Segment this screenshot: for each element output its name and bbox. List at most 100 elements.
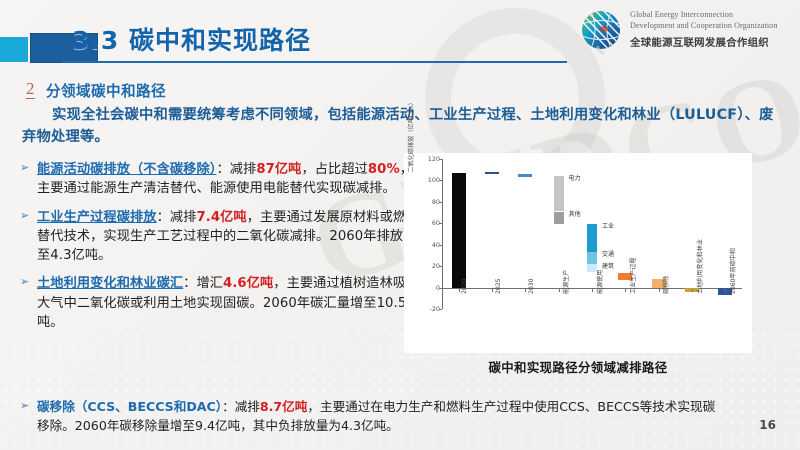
bullet-segment: ：减排 xyxy=(222,399,260,414)
bullet-segment: 80% xyxy=(367,162,400,177)
y-tick-label: 80 xyxy=(431,197,440,206)
bullet-segment: ，主要通过植树造林吸收大气中二氧化碳或利用土地实现固碳。2060年碳汇量增至10… xyxy=(37,276,420,330)
x-tick-mark xyxy=(658,288,660,292)
logo-text-block: Global Energy Interconnection Developmen… xyxy=(630,9,794,49)
chart-segment-label: 工业 xyxy=(602,223,615,231)
x-tick-label: 能源使用 xyxy=(596,269,604,294)
x-tick-mark xyxy=(592,288,593,292)
x-tick-label: 能源生产 xyxy=(563,269,571,294)
bullet-segment: ，占比超过 xyxy=(301,162,368,177)
bullet-segment: 碳移除（CCS、BECCS和DAC） xyxy=(37,399,223,414)
y-tick-mark xyxy=(439,244,442,246)
y-tick-label: 0 xyxy=(435,283,440,292)
bullet-arrow-icon: ➢ xyxy=(20,399,30,412)
waterfall-chart: 二氧化碳排放（亿吨CO₂） -20 0 20 40 60 80 100 120 2020 202… xyxy=(404,99,752,353)
y-tick-label: 20 xyxy=(431,262,440,271)
x-tick-label: 2060年前碳中和 xyxy=(729,247,737,294)
globe-icon xyxy=(578,9,624,56)
bullet-segment: 87亿吨 xyxy=(256,162,302,177)
y-tick-label: 120 xyxy=(427,155,440,163)
chart-bar-segment xyxy=(551,176,566,212)
y-tick-label: 40 xyxy=(431,240,440,249)
bullet-arrow-icon: ➢ xyxy=(20,208,30,222)
title-underline xyxy=(62,61,567,63)
chart-bar-segment xyxy=(585,264,599,272)
bullet-segment: 8.7亿吨 xyxy=(259,399,308,414)
chart-zero-axis-line xyxy=(442,287,742,289)
bullet-arrow-icon: ➢ xyxy=(20,275,30,289)
y-tick-label: -20 xyxy=(429,305,440,313)
section-heading: 分领域碳中和路径 xyxy=(46,83,166,100)
chart-y-axis-ticks: -20 0 20 40 60 80 100 120 xyxy=(414,155,440,313)
y-tick-label: 100 xyxy=(427,176,440,185)
y-tick-mark xyxy=(439,223,442,225)
chart-segment-label: 建筑 xyxy=(602,263,615,270)
section-intro-paragraph: 实现全社会碳中和需要统筹考虑不同领域，包括能源活动、工业生产过程、土地利用变化和… xyxy=(22,107,774,146)
bullet-item-2: ➢ 土地利用变化和林业碳汇：增汇4.6亿吨，主要通过植树造林吸收大气中二氧化碳或利… xyxy=(20,274,420,332)
chart-segment-label: 其他 xyxy=(568,210,581,218)
chart-bar-segment xyxy=(585,252,599,264)
chart-plot-area: 2020 2025 2030 电力其他能源生产 工业交通建筑 能源使用 工业生产过程 碳移除 土… xyxy=(439,159,742,310)
bullet-segment: 能源活动碳排放（不含碳移除） xyxy=(37,162,217,177)
chart-bar xyxy=(651,279,666,288)
bullet-text: 土地利用变化和林业碳汇：增汇4.6亿吨，主要通过植树造林吸收大气中二氧化碳或利用… xyxy=(37,274,420,332)
x-tick-label: 工业生产过程 xyxy=(629,257,637,294)
bullet-list: ➢ 能源活动碳排放（不含碳移除）：减排87亿吨，占比超过80%，主要通过能源生产清… xyxy=(20,160,420,341)
section-number: 2 xyxy=(26,79,35,99)
page-title: 3.3 碳中和实现路径 xyxy=(72,26,311,55)
chart-segment-label: 交通 xyxy=(602,251,615,259)
chart-bar xyxy=(451,172,466,288)
bullet-segment: ：增汇 xyxy=(183,276,224,292)
x-tick-mark xyxy=(492,288,493,292)
x-tick-label: 2020 xyxy=(461,278,469,294)
bullet-item-1: ➢ 工业生产过程碳排放：减排7.4亿吨，主要通过发展原材料或燃料替代技术，实现生产… xyxy=(20,208,420,266)
x-tick-mark xyxy=(525,288,527,292)
y-tick-mark xyxy=(439,159,442,160)
x-tick-mark xyxy=(725,288,727,292)
x-tick-label: 土地利用变化和林业 xyxy=(696,238,704,294)
chart-bar xyxy=(518,174,533,178)
x-tick-mark xyxy=(692,288,693,292)
chart-bar-segment xyxy=(551,211,566,225)
page-number: 16 xyxy=(759,418,776,432)
x-tick-label: 2030 xyxy=(527,278,535,294)
chart-y-axis-line xyxy=(442,159,443,309)
bullet-segment: 4.6亿吨 xyxy=(223,276,274,292)
x-tick-mark xyxy=(458,288,460,292)
y-tick-mark xyxy=(439,309,442,310)
logo-english-line1: Global Energy Interconnection xyxy=(630,10,733,19)
bullet-item-carbon-removal: ➢ 碳移除（CCS、BECCS和DAC）：减排8.7亿吨，主要通过在电力生产和燃… xyxy=(20,398,720,436)
bullet-segment: 工业生产过程碳排放 xyxy=(37,209,157,225)
chart-bar xyxy=(618,272,633,281)
slide-header: 3.3 碳中和实现路径 xyxy=(0,0,800,72)
chart-title: 碳中和实现路径分领域减排路径 xyxy=(488,360,668,375)
bullet-segment: ，主要通过发展原材料或燃料替代技术，实现生产工艺过程中的二氧化碳减排。2060年… xyxy=(37,209,420,264)
header-accent-cyan xyxy=(0,37,28,62)
bullet-segment: 7.4亿吨 xyxy=(196,209,247,225)
bullet-item-0: ➢ 能源活动碳排放（不含碳移除）：减排87亿吨，占比超过80%，主要通过能源生产清… xyxy=(20,160,420,199)
y-tick-mark xyxy=(439,287,442,289)
bullet-text: 工业生产过程碳排放：减排7.4亿吨，主要通过发展原材料或燃料替代技术，实现生产工… xyxy=(37,208,420,266)
bullet-text: 碳移除（CCS、BECCS和DAC）：减排8.7亿吨，主要通过在电力生产和燃料生… xyxy=(37,398,720,436)
x-tick-label: 碳移除 xyxy=(663,275,671,294)
y-tick-mark xyxy=(439,180,442,182)
bullet-text: 能源活动碳排放（不含碳移除）：减排87亿吨，占比超过80%，主要通过能源生产清洁… xyxy=(37,160,420,199)
chart-bar-segment xyxy=(585,224,599,253)
bullet-segment: ，主要通过在电力生产和燃料生产过程中使用CCS、BECCS等技术实现碳移除。20… xyxy=(37,399,716,433)
logo-english-line2: Development and Cooperation Organization xyxy=(630,21,778,31)
x-tick-mark xyxy=(558,288,560,292)
y-tick-mark xyxy=(439,266,442,268)
bullet-segment: ：减排 xyxy=(156,209,197,225)
header-accent-blue xyxy=(30,33,98,63)
y-tick-label: 60 xyxy=(431,219,440,228)
chart-segment-label: 电力 xyxy=(568,175,581,183)
logo-chinese: 全球能源互联网发展合作组织 xyxy=(630,36,769,49)
bullet-segment: ：减排 xyxy=(216,162,257,177)
chart-bar xyxy=(485,171,499,174)
organization-logo: Global Energy Interconnection Developmen… xyxy=(578,7,794,59)
x-tick-label: 2025 xyxy=(494,278,502,294)
bullet-segment: 土地利用变化和林业碳汇 xyxy=(37,276,184,292)
x-tick-mark xyxy=(625,288,627,292)
y-tick-mark xyxy=(439,201,442,203)
bullet-arrow-icon: ➢ xyxy=(20,161,30,174)
